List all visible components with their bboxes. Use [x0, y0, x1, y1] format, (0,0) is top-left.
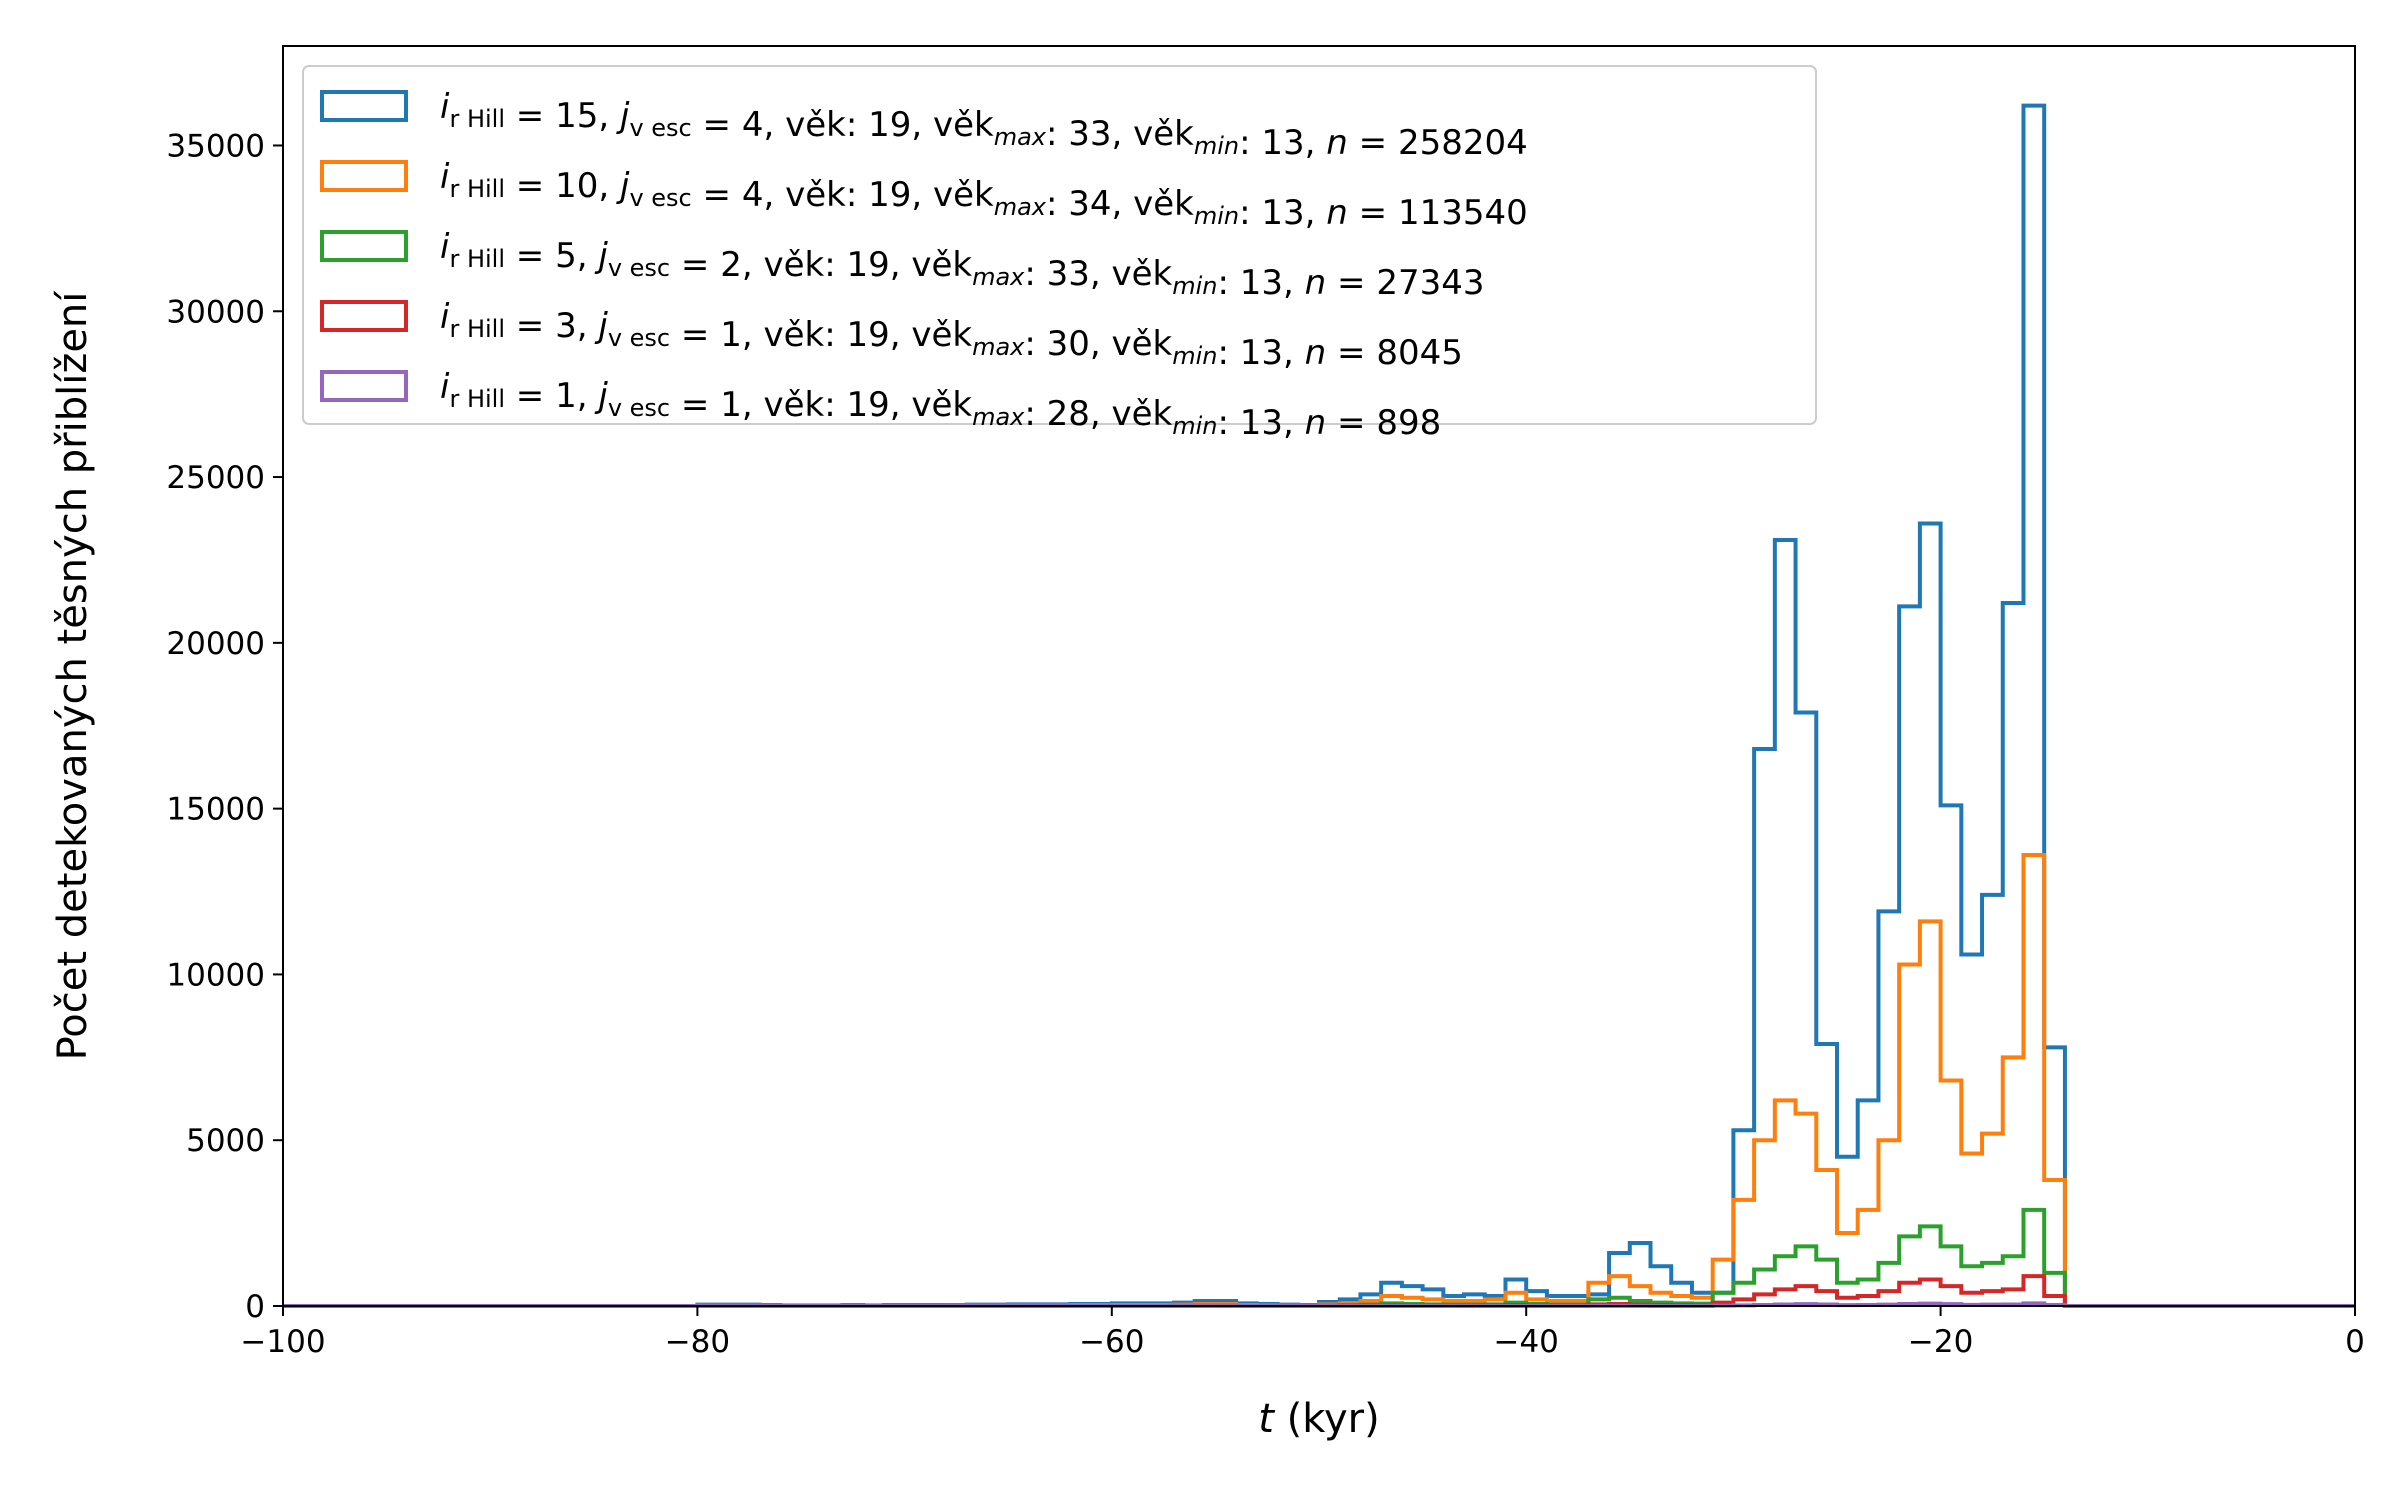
- y-tick-label: 20000: [166, 626, 265, 662]
- y-tick-label: 10000: [166, 957, 265, 993]
- legend-label-3: ir Hill = 5, jv esc = 2, věk: 19, věkmax…: [440, 227, 1484, 303]
- x-tick-label: 0: [2345, 1324, 2365, 1360]
- x-tick-label: −100: [240, 1324, 325, 1360]
- legend: ir Hill = 15, jv esc = 4, věk: 19, věkma…: [302, 65, 1817, 443]
- legend-frame: [302, 65, 1817, 425]
- y-tick-label: 15000: [166, 792, 265, 828]
- y-axis-title: Počet detekovaných těsných přiblížení: [50, 290, 96, 1061]
- x-tick-label: −60: [1079, 1324, 1144, 1360]
- legend-swatch-5: [320, 370, 408, 402]
- y-tick-label: 5000: [186, 1123, 265, 1159]
- legend-swatch-3: [320, 230, 408, 262]
- y-tick-label: 35000: [166, 128, 265, 164]
- y-tick-label: 0: [245, 1289, 265, 1325]
- legend-swatch-4: [320, 300, 408, 332]
- legend-label-4: ir Hill = 3, jv esc = 1, věk: 19, věkmax…: [440, 297, 1463, 373]
- x-tick-label: −80: [665, 1324, 730, 1360]
- y-tick-label: 30000: [166, 294, 265, 330]
- legend-label-2: ir Hill = 10, jv esc = 4, věk: 19, věkma…: [440, 157, 1528, 233]
- legend-label-1: ir Hill = 15, jv esc = 4, věk: 19, věkma…: [440, 87, 1528, 163]
- plot-frame: [282, 45, 2356, 1307]
- y-axis: 0 5000 10000 15000 20000 25000 30000 35000: [166, 128, 283, 1325]
- legend-swatch-2: [320, 160, 408, 192]
- x-axis-title: t (kyr): [1258, 1396, 1379, 1442]
- legend-swatch-1: [320, 90, 408, 122]
- x-tick-label: −20: [1908, 1324, 1973, 1360]
- x-axis: −100 −80 −60 −40 −20 0: [240, 1306, 2365, 1360]
- legend-label-5: ir Hill = 1, jv esc = 1, věk: 19, věkmax…: [440, 367, 1441, 443]
- x-tick-label: −40: [1493, 1324, 1558, 1360]
- y-tick-label: 25000: [166, 460, 265, 496]
